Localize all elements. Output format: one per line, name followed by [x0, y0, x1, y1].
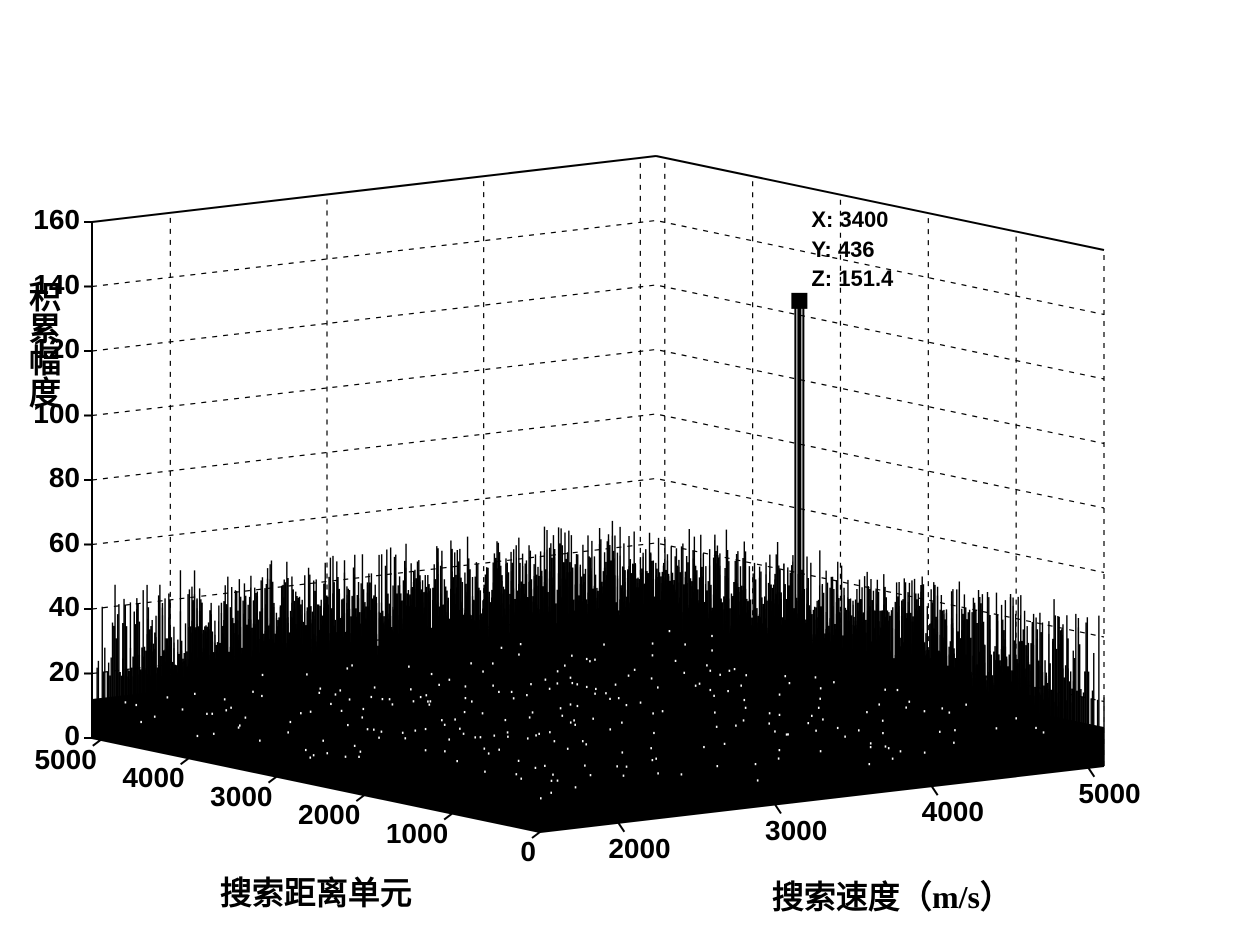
y-tick: 2000 [280, 799, 360, 831]
data-tip: X: 3400 Y: 436 Z: 151.4 [811, 205, 893, 294]
y-axis-label: 搜索距离单元 [220, 868, 412, 914]
z-tick: 100 [33, 398, 80, 430]
y-tick: 3000 [192, 781, 272, 813]
datatip-z: Z: 151.4 [811, 264, 893, 294]
x-tick: 2000 [608, 833, 670, 865]
z-tick: 140 [33, 269, 80, 301]
datatip-x: X: 3400 [811, 205, 893, 235]
y-tick: 1000 [368, 818, 448, 850]
z-tick: 120 [33, 333, 80, 365]
x-tick: 3000 [765, 815, 827, 847]
z-tick: 80 [49, 462, 80, 494]
y-tick: 4000 [105, 762, 185, 794]
datatip-y: Y: 436 [811, 235, 893, 265]
y-tick: 5000 [17, 744, 97, 776]
y-tick: 0 [456, 836, 536, 868]
z-tick: 40 [49, 591, 80, 623]
z-tick: 60 [49, 527, 80, 559]
plot-container: { "chart": { "type": "3d-surface", "canv… [0, 0, 1240, 934]
x-tick: 5000 [1078, 778, 1140, 810]
z-tick: 20 [49, 656, 80, 688]
x-tick: 4000 [922, 796, 984, 828]
plot-svg [0, 0, 1240, 934]
z-tick: 160 [33, 204, 80, 236]
x-axis-label: 搜索速度（m/s） [772, 872, 1012, 918]
